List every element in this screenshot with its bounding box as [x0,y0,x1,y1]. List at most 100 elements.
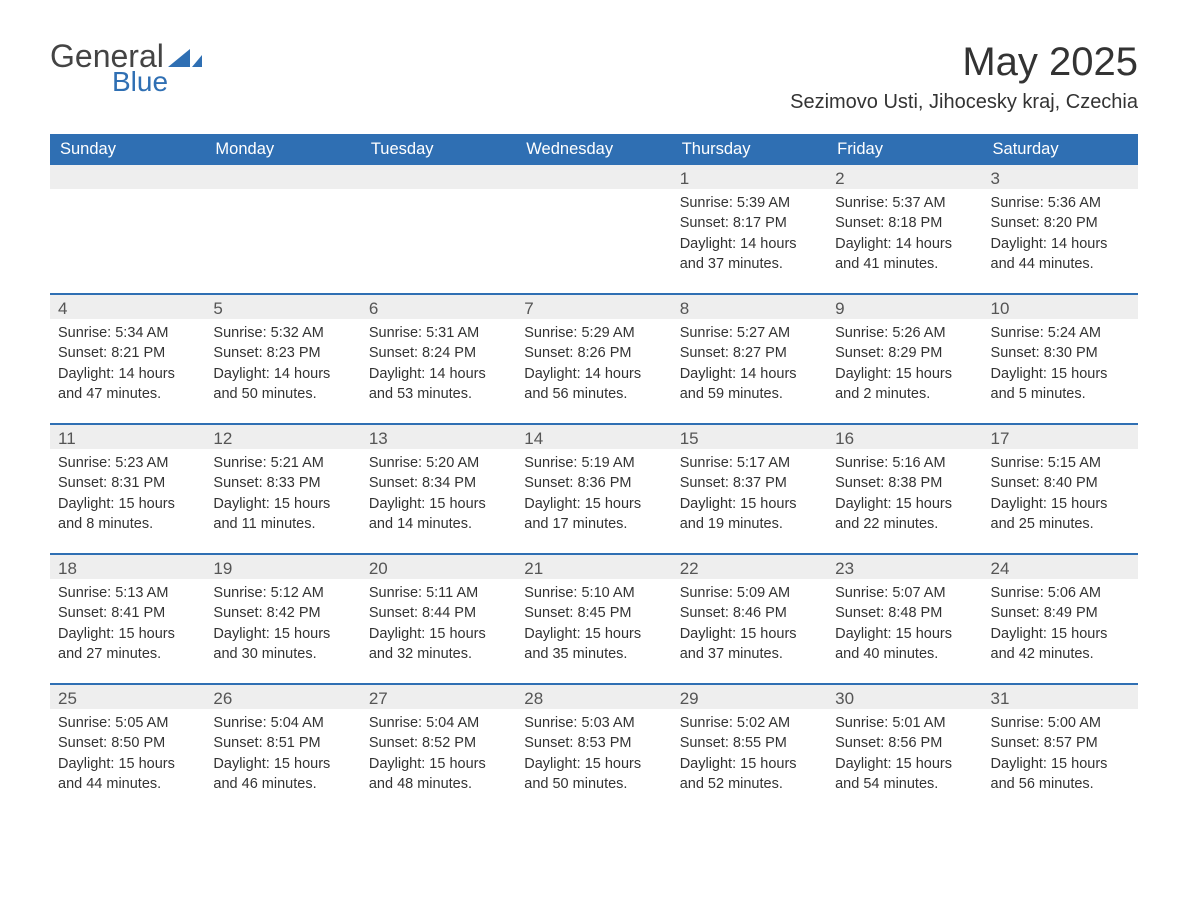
date-number: 21 [516,555,671,579]
date-number: 10 [983,295,1138,319]
calendar-cell: 19Sunrise: 5:12 AMSunset: 8:42 PMDayligh… [205,555,360,683]
cell-body: Sunrise: 5:17 AMSunset: 8:37 PMDaylight:… [672,449,827,542]
cell-body: Sunrise: 5:10 AMSunset: 8:45 PMDaylight:… [516,579,671,672]
daylight-text: Daylight: 15 hours and 50 minutes. [524,754,663,795]
sunset-text: Sunset: 8:33 PM [213,473,352,493]
weekday-header: Thursday [672,134,827,165]
sunset-text: Sunset: 8:42 PM [213,603,352,623]
sunrise-text: Sunrise: 5:37 AM [835,193,974,213]
sunrise-text: Sunrise: 5:06 AM [991,583,1130,603]
daylight-text: Daylight: 15 hours and 17 minutes. [524,494,663,535]
calendar-cell: 29Sunrise: 5:02 AMSunset: 8:55 PMDayligh… [672,685,827,813]
date-number: 27 [361,685,516,709]
cell-body: Sunrise: 5:27 AMSunset: 8:27 PMDaylight:… [672,319,827,412]
date-number: 9 [827,295,982,319]
daylight-text: Daylight: 14 hours and 59 minutes. [680,364,819,405]
daylight-text: Daylight: 15 hours and 56 minutes. [991,754,1130,795]
daylight-text: Daylight: 15 hours and 32 minutes. [369,624,508,665]
date-number: 23 [827,555,982,579]
sunrise-text: Sunrise: 5:27 AM [680,323,819,343]
calendar-cell: 5Sunrise: 5:32 AMSunset: 8:23 PMDaylight… [205,295,360,423]
weekday-header: Saturday [983,134,1138,165]
sunset-text: Sunset: 8:17 PM [680,213,819,233]
daylight-text: Daylight: 15 hours and 48 minutes. [369,754,508,795]
sunset-text: Sunset: 8:50 PM [58,733,197,753]
date-number: . [50,165,205,189]
daylight-text: Daylight: 15 hours and 14 minutes. [369,494,508,535]
sunrise-text: Sunrise: 5:17 AM [680,453,819,473]
date-number: 20 [361,555,516,579]
sunset-text: Sunset: 8:20 PM [991,213,1130,233]
daylight-text: Daylight: 14 hours and 44 minutes. [991,234,1130,275]
sunset-text: Sunset: 8:49 PM [991,603,1130,623]
date-number: 11 [50,425,205,449]
cell-body: Sunrise: 5:24 AMSunset: 8:30 PMDaylight:… [983,319,1138,412]
sunrise-text: Sunrise: 5:21 AM [213,453,352,473]
date-number: 12 [205,425,360,449]
cell-body: Sunrise: 5:31 AMSunset: 8:24 PMDaylight:… [361,319,516,412]
cell-body: Sunrise: 5:19 AMSunset: 8:36 PMDaylight:… [516,449,671,542]
sunrise-text: Sunrise: 5:34 AM [58,323,197,343]
sunset-text: Sunset: 8:27 PM [680,343,819,363]
sunrise-text: Sunrise: 5:04 AM [213,713,352,733]
date-number: 16 [827,425,982,449]
date-number: 2 [827,165,982,189]
sunset-text: Sunset: 8:40 PM [991,473,1130,493]
sunset-text: Sunset: 8:46 PM [680,603,819,623]
daylight-text: Daylight: 15 hours and 44 minutes. [58,754,197,795]
month-title: May 2025 [790,40,1138,85]
daylight-text: Daylight: 15 hours and 8 minutes. [58,494,197,535]
daylight-text: Daylight: 15 hours and 2 minutes. [835,364,974,405]
sunrise-text: Sunrise: 5:02 AM [680,713,819,733]
cell-body [50,189,205,201]
calendar-cell: 27Sunrise: 5:04 AMSunset: 8:52 PMDayligh… [361,685,516,813]
date-number: 8 [672,295,827,319]
calendar-cell: . [50,165,205,293]
sunrise-text: Sunrise: 5:23 AM [58,453,197,473]
sunset-text: Sunset: 8:23 PM [213,343,352,363]
date-number: 7 [516,295,671,319]
cell-body: Sunrise: 5:04 AMSunset: 8:51 PMDaylight:… [205,709,360,802]
calendar-cell: 1Sunrise: 5:39 AMSunset: 8:17 PMDaylight… [672,165,827,293]
cell-body: Sunrise: 5:26 AMSunset: 8:29 PMDaylight:… [827,319,982,412]
calendar-cell: 2Sunrise: 5:37 AMSunset: 8:18 PMDaylight… [827,165,982,293]
sunset-text: Sunset: 8:51 PM [213,733,352,753]
weekday-header: Sunday [50,134,205,165]
daylight-text: Daylight: 15 hours and 42 minutes. [991,624,1130,665]
calendar-cell: 13Sunrise: 5:20 AMSunset: 8:34 PMDayligh… [361,425,516,553]
calendar-cell: 15Sunrise: 5:17 AMSunset: 8:37 PMDayligh… [672,425,827,553]
sunrise-text: Sunrise: 5:29 AM [524,323,663,343]
sunset-text: Sunset: 8:56 PM [835,733,974,753]
sunrise-text: Sunrise: 5:32 AM [213,323,352,343]
sunset-text: Sunset: 8:41 PM [58,603,197,623]
daylight-text: Daylight: 15 hours and 25 minutes. [991,494,1130,535]
daylight-text: Daylight: 14 hours and 56 minutes. [524,364,663,405]
logo-text-blue: Blue [112,68,202,96]
date-number: 25 [50,685,205,709]
sunset-text: Sunset: 8:26 PM [524,343,663,363]
calendar-cell: 9Sunrise: 5:26 AMSunset: 8:29 PMDaylight… [827,295,982,423]
sunrise-text: Sunrise: 5:07 AM [835,583,974,603]
date-number: 5 [205,295,360,319]
calendar-cell: 6Sunrise: 5:31 AMSunset: 8:24 PMDaylight… [361,295,516,423]
cell-body: Sunrise: 5:02 AMSunset: 8:55 PMDaylight:… [672,709,827,802]
date-number: 30 [827,685,982,709]
cell-body: Sunrise: 5:20 AMSunset: 8:34 PMDaylight:… [361,449,516,542]
cell-body: Sunrise: 5:39 AMSunset: 8:17 PMDaylight:… [672,189,827,282]
weekday-header: Tuesday [361,134,516,165]
cell-body: Sunrise: 5:04 AMSunset: 8:52 PMDaylight:… [361,709,516,802]
calendar-cell: 22Sunrise: 5:09 AMSunset: 8:46 PMDayligh… [672,555,827,683]
sunset-text: Sunset: 8:57 PM [991,733,1130,753]
cell-body: Sunrise: 5:37 AMSunset: 8:18 PMDaylight:… [827,189,982,282]
date-number: 14 [516,425,671,449]
sunrise-text: Sunrise: 5:19 AM [524,453,663,473]
cell-body: Sunrise: 5:32 AMSunset: 8:23 PMDaylight:… [205,319,360,412]
sunset-text: Sunset: 8:37 PM [680,473,819,493]
date-number: 24 [983,555,1138,579]
daylight-text: Daylight: 14 hours and 50 minutes. [213,364,352,405]
sunrise-text: Sunrise: 5:03 AM [524,713,663,733]
cell-body [205,189,360,201]
sunrise-text: Sunrise: 5:11 AM [369,583,508,603]
sunset-text: Sunset: 8:45 PM [524,603,663,623]
date-number: 15 [672,425,827,449]
